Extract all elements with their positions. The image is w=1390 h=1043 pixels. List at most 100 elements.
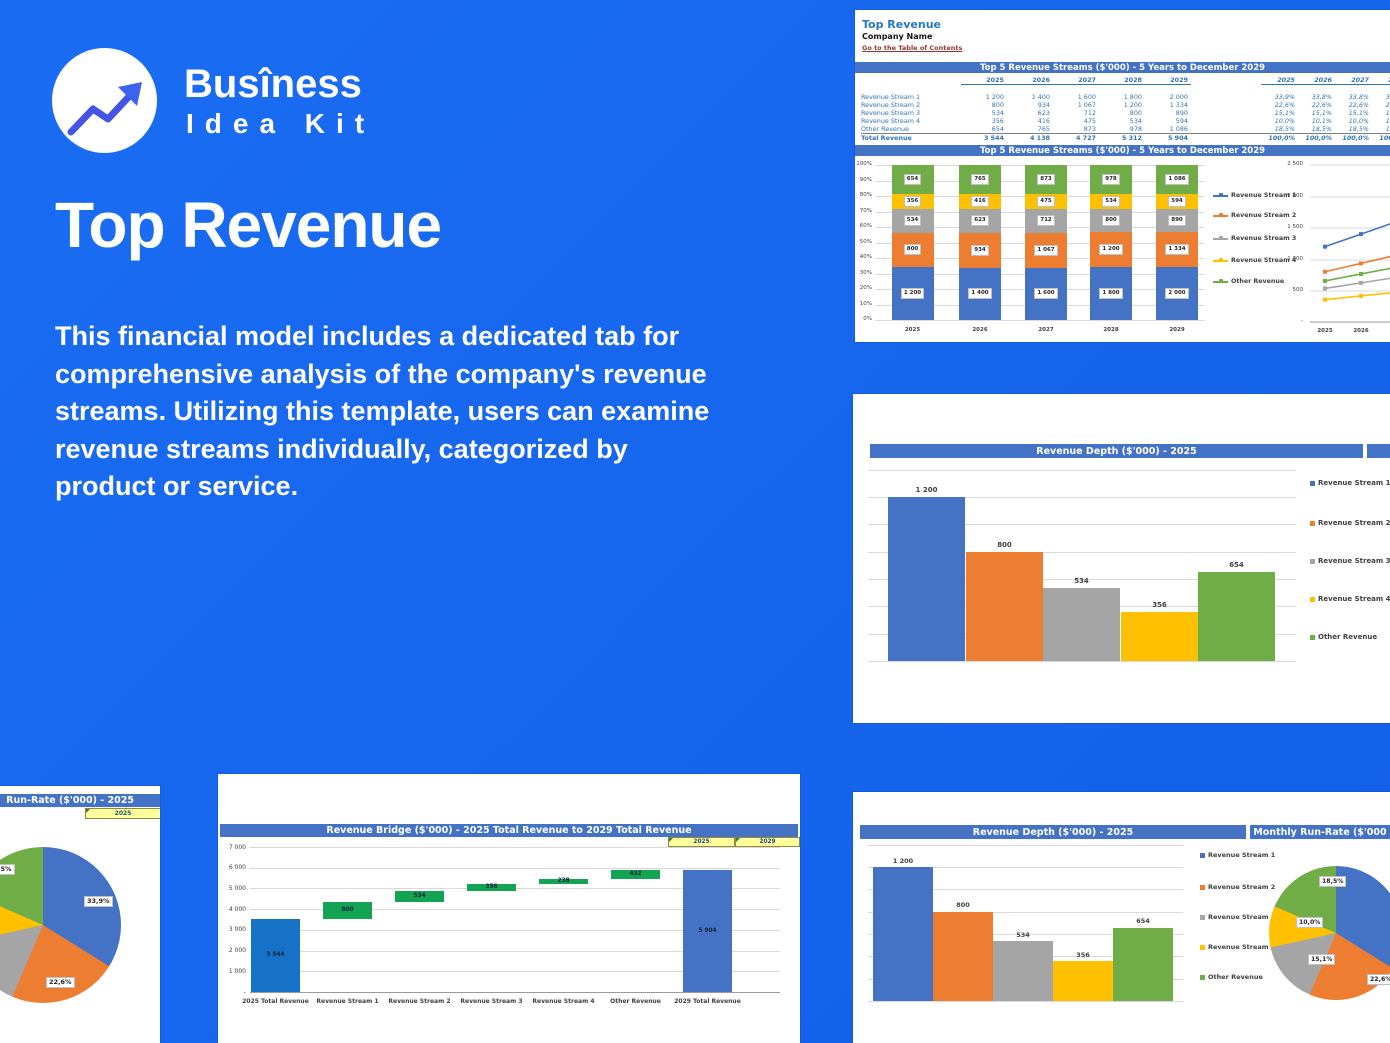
legend-item: Revenue Stream 3 xyxy=(1310,557,1390,565)
table-pct-cell: 18,5% xyxy=(1274,125,1295,133)
legend-swatch-icon xyxy=(1310,480,1315,486)
bar-data-label: 1 400 xyxy=(968,288,992,300)
table-value-cell: 712 xyxy=(1083,109,1096,117)
bar-data-label: 765 xyxy=(971,173,989,185)
toc-link[interactable]: Go to the Table of Contents xyxy=(862,44,963,52)
bar-segment: 1 200 xyxy=(891,267,934,320)
bar-data-label: 475 xyxy=(1037,195,1055,207)
stacked-bar: 1 086 594 890 1 334 2 000 xyxy=(1156,165,1198,320)
depth-bar xyxy=(1121,612,1198,661)
x-axis-label: Other Revenue xyxy=(610,998,661,1005)
table-pct-year-header: 2025 xyxy=(1261,76,1298,85)
table-row-label: Revenue Stream 2 xyxy=(861,101,921,109)
stacked-bar: 654 356 534 800 1 200 xyxy=(891,165,934,320)
bar-value-label: 654 xyxy=(1136,917,1150,926)
brand-name-line1: Busîness xyxy=(184,62,362,106)
legend-item: Revenue Stream 1 xyxy=(1200,851,1275,859)
table-pct-cell: 15,1% xyxy=(1274,109,1295,117)
pie-slice-label: 18,5% xyxy=(1319,876,1347,887)
bar-segment: 765 xyxy=(959,165,1001,194)
bar-data-label: 1 086 xyxy=(1165,173,1189,185)
table-year-header: 2027 xyxy=(1053,76,1099,85)
depth-bar xyxy=(1113,927,1173,1001)
bar-data-label: 1 067 xyxy=(1034,244,1058,256)
bridge-year-from-cell[interactable]: 2025 xyxy=(668,837,735,847)
legend-item: Revenue Stream 4 xyxy=(1213,257,1296,264)
y-axis-tick: 4 000 xyxy=(228,905,246,913)
table-value-cell: 890 xyxy=(1175,109,1188,117)
table-pct-cell: 100,0% xyxy=(1298,133,1335,142)
table-value-cell: 4 727 xyxy=(1053,133,1099,142)
bar-data-label: 800 xyxy=(1102,215,1120,227)
table-value-cell: 416 xyxy=(1037,117,1050,125)
bar-segment: 594 xyxy=(1156,193,1198,210)
x-axis-label: 2025 xyxy=(904,327,921,333)
gridline xyxy=(868,469,1296,471)
table-pct-year-header: 2027 xyxy=(1335,76,1372,85)
gridline xyxy=(250,847,780,848)
bar-segment: 1 600 xyxy=(1025,267,1067,320)
table-pct-cell: 22,6% xyxy=(1311,101,1332,109)
chart-title-band: Top 5 Revenue Streams ($'000) - 5 Years … xyxy=(855,145,1390,156)
bar-data-label: 1 800 xyxy=(1099,288,1123,300)
gridline xyxy=(868,497,1296,498)
y-axis-tick: 10% xyxy=(859,300,872,307)
gridline xyxy=(250,909,780,911)
table-value-cell: 765 xyxy=(1037,125,1050,133)
depth-bar xyxy=(993,941,1053,1001)
y-axis-tick: 7 000 xyxy=(228,843,246,851)
table-value-cell: 1 400 xyxy=(1031,93,1050,101)
bar-data-label: 800 xyxy=(903,244,922,256)
bar-segment: 934 xyxy=(959,232,1001,268)
sheet-title: Top Revenue xyxy=(862,18,941,31)
bar-segment: 712 xyxy=(1025,209,1067,233)
bridge-year-to-cell[interactable]: 2029 xyxy=(735,837,800,847)
bridge-title: Revenue Bridge ($'000) - 2025 Total Reve… xyxy=(326,825,692,836)
legend-swatch-icon xyxy=(1310,596,1315,602)
y-axis-tick: - xyxy=(243,988,246,996)
table-year-header: 2025 xyxy=(961,76,1007,85)
legend-label: Other Revenue xyxy=(1231,278,1285,285)
legend-item: Revenue Stream 3 xyxy=(1200,913,1275,921)
brand-name-line2: Idea Kit xyxy=(186,108,376,139)
bar-segment: 1 067 xyxy=(1025,232,1067,268)
gridline xyxy=(868,889,1183,891)
y-axis-tick: 6 000 xyxy=(228,864,246,872)
table-value-cell: 5 312 xyxy=(1099,133,1145,142)
bar-segment: 1 334 xyxy=(1156,232,1198,268)
table-year-header: 2029 xyxy=(1145,76,1191,85)
gridline xyxy=(868,661,1296,662)
revenue-table: 202520262027202820292025202620272028Reve… xyxy=(861,76,1390,142)
table-pct-cell: 33,9% xyxy=(1385,93,1390,101)
y-axis-tick: 2 500 xyxy=(1287,161,1303,167)
table-value-cell: 1 800 xyxy=(1123,93,1142,101)
run-rate-pie-chart: 18,5%33,9%22,6%15,1% xyxy=(0,786,160,1043)
bar-data-label: 873 xyxy=(1037,173,1055,185)
runrate2-title-band: Monthly Run-Rate ($'000 xyxy=(1250,825,1390,839)
table-value-cell: 800 xyxy=(991,101,1004,109)
bar-data-label: 1 600 xyxy=(1034,288,1058,300)
spreadsheet-panel-top5: Top Revenue Company Name Go to the Table… xyxy=(855,10,1390,342)
table-pct-year-header: 2028 xyxy=(1372,76,1390,85)
bar-segment: 356 xyxy=(891,193,934,210)
y-axis-tick: 2 000 xyxy=(1287,193,1303,199)
legend-item: Revenue Stream 2 xyxy=(1310,519,1390,527)
brand-logo xyxy=(52,48,157,153)
run-rate-title-band: Run-Rate ($'000) - 2025 xyxy=(0,794,160,807)
table-value-cell: 1 067 xyxy=(1077,101,1096,109)
table-value-cell: 1 200 xyxy=(985,93,1004,101)
legend-label: Revenue Stream 4 xyxy=(1231,257,1297,264)
waterfall-bar: 432 xyxy=(611,869,660,879)
depth-bar xyxy=(1053,961,1113,1001)
legend-label: Revenue Stream 3 xyxy=(1318,557,1390,565)
gridline xyxy=(868,934,1183,935)
stacked-bar: 765 416 623 934 1 400 xyxy=(959,165,1001,320)
bar-data-label: 654 xyxy=(903,173,922,185)
stacked-bar: 873 475 712 1 067 1 600 xyxy=(1025,165,1067,320)
year-selector-cell[interactable]: 2025 xyxy=(85,808,160,819)
table-year-header: 2026 xyxy=(1007,76,1053,85)
gridline xyxy=(875,320,1205,321)
pie-slice-label: 18,5% xyxy=(0,864,15,875)
x-axis-label: 2027 xyxy=(1038,327,1054,333)
